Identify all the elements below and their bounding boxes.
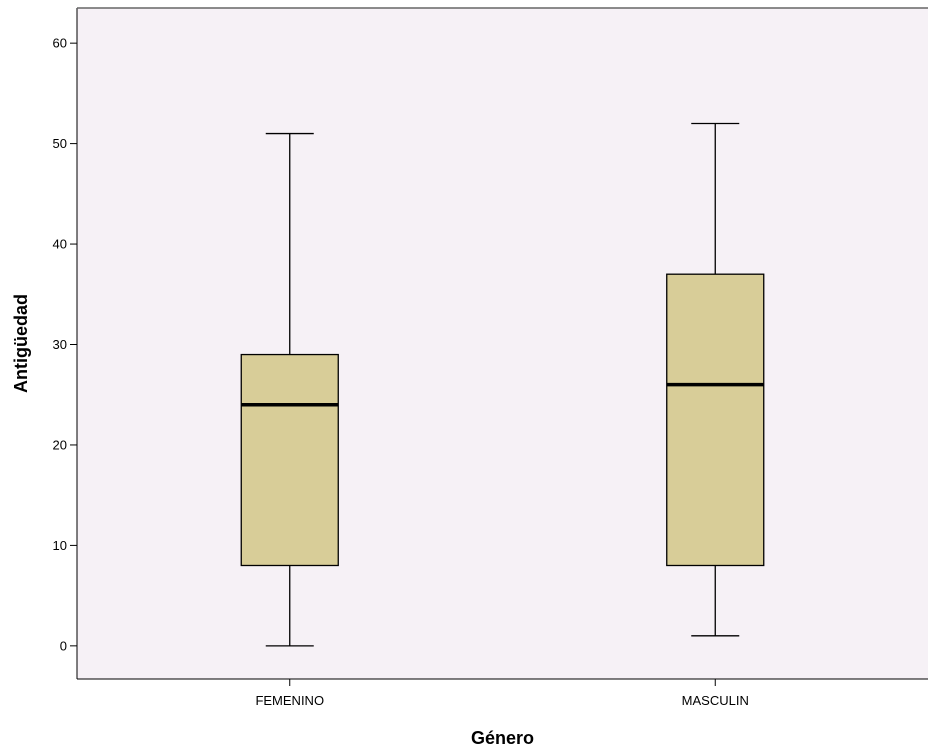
- x-axis: FEMENINO MASCULIN: [77, 678, 928, 708]
- x-tick-label: MASCULIN: [682, 693, 749, 708]
- box-iqr: [666, 273, 765, 567]
- y-tick-label: 40: [53, 237, 67, 252]
- box-series: [240, 122, 765, 647]
- y-axis: 0 10 20 30 40 50 60: [53, 8, 78, 679]
- box-masculin: [666, 122, 765, 637]
- y-axis-title: Antigüedad: [11, 294, 31, 393]
- x-tick-label: FEMENINO: [255, 693, 324, 708]
- box-iqr: [240, 353, 339, 567]
- plot-area: [77, 8, 928, 679]
- box-femenino: [240, 132, 339, 647]
- y-tick-label: 10: [53, 538, 67, 553]
- y-tick-label: 60: [53, 36, 67, 51]
- y-tick-label: 20: [53, 437, 67, 452]
- y-tick-label: 30: [53, 337, 67, 352]
- y-tick-label: 50: [53, 136, 67, 151]
- x-axis-title: Género: [471, 728, 534, 748]
- y-tick-label: 0: [60, 638, 67, 653]
